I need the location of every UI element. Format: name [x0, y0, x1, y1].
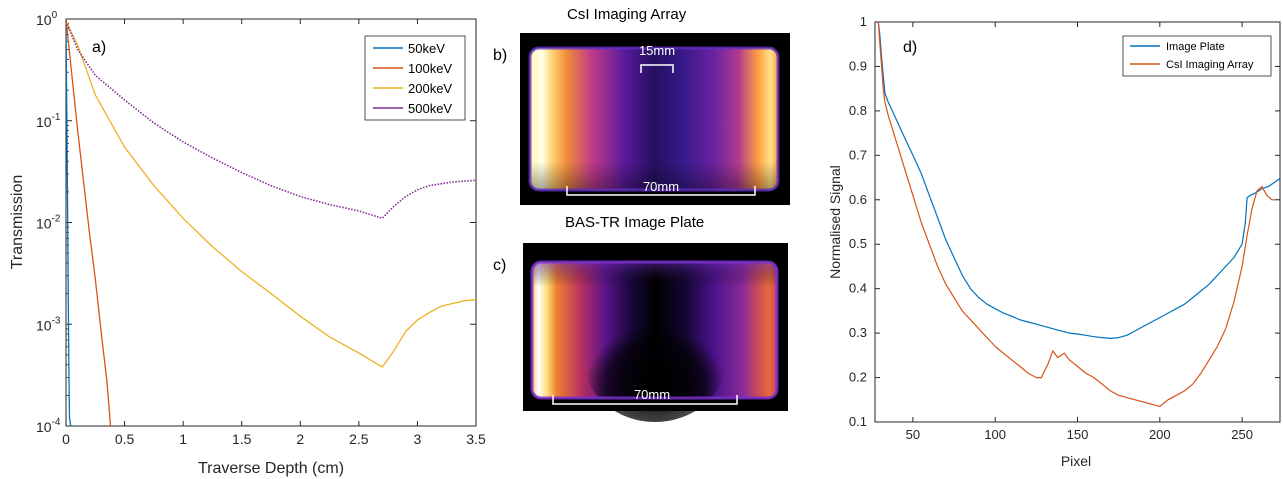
panel-a-x-tick-label: 2.5 [349, 431, 369, 447]
panel-a-y-axis-label: Transmission [9, 175, 26, 270]
panel-b: CsI Imaging Array b) 15mm 70mm [493, 6, 790, 205]
panel-d-series-lines [877, 22, 1280, 407]
panel-d-x-tick-label: 100 [984, 427, 1006, 442]
panel-a-label: a) [92, 39, 106, 56]
panel-d-y-tick-label: 0.8 [849, 103, 867, 118]
panel-a: a) 0 0.5 1 1.5 2 2.5 3 3.5 10010-110-210-310-4 … [9, 10, 486, 477]
panel-b-scale-70mm-bracket [566, 186, 756, 196]
panel-a-x-ticks: 0 0.5 1 1.5 2 2.5 3 3.5 [62, 19, 486, 447]
panel-a-series-line-200keV [66, 21, 476, 368]
panel-a-y-tick-label: 10-4 [36, 417, 61, 435]
panel-d: d) 50 100 150 200 250 0.10.20.30.40.50.60.70… [827, 14, 1281, 469]
panel-a-legend-label: 50keV [408, 41, 445, 56]
panel-a-y-tick-exponent: -1 [52, 112, 61, 123]
panel-d-x-tick-label: 250 [1231, 427, 1253, 442]
panel-a-y-tick-label: 10-1 [36, 112, 61, 130]
panel-a-x-tick-label: 3.5 [466, 431, 486, 447]
panel-a-y-tick-base: 10 [36, 216, 52, 232]
panel-d-y-tick-label: 0.4 [849, 281, 867, 296]
panel-d-x-ticks: 50 100 150 200 250 [906, 22, 1253, 442]
panel-a-y-tick-exponent: -3 [52, 315, 61, 326]
panel-a-x-tick-label: 0 [62, 431, 70, 447]
panel-c: BAS-TR Image Plate c) 70mm [493, 214, 788, 422]
panel-d-y-tick-label: 0.5 [849, 236, 867, 251]
panel-b-label: b) [493, 47, 507, 64]
panel-d-x-tick-label: 50 [906, 427, 920, 442]
panel-d-y-ticks: 0.1 0.2 0.3 0.4 0.5 0.6 0.7 0.8 0.9 1 [849, 14, 1280, 429]
panel-a-y-tick-exponent: -4 [52, 417, 61, 428]
panel-a-legend-label: 500keV [408, 101, 452, 116]
panel-c-label: c) [493, 257, 506, 274]
panel-d-x-tick-label: 200 [1149, 427, 1171, 442]
panel-d-series-line-Image-Plate [877, 22, 1280, 339]
panel-c-scale-70mm-label: 70mm [634, 387, 670, 402]
panel-d-y-axis-label: Normalised Signal [827, 165, 843, 279]
panel-d-x-tick-label: 150 [1067, 427, 1089, 442]
panel-d-y-tick-label: 0.6 [849, 192, 867, 207]
panel-a-series-lines [66, 19, 476, 426]
panel-d-legend-label: CsI Imaging Array [1166, 59, 1254, 71]
panel-d-x-axis-label: Pixel [1061, 453, 1091, 469]
panel-b-scale-15mm-label: 15mm [639, 43, 675, 58]
panel-b-title: CsI Imaging Array [567, 6, 687, 23]
panel-b-scale-70mm-label: 70mm [643, 179, 679, 194]
panel-d-label: d) [903, 39, 917, 56]
panel-a-series-line-100keV [66, 19, 112, 426]
panel-d-y-tick-label: 0.2 [849, 370, 867, 385]
panel-a-x-tick-label: 1.5 [232, 431, 252, 447]
panel-d-legend-label: Image Plate [1166, 41, 1225, 53]
panel-c-scale-70mm-bracket [552, 395, 738, 405]
panel-c-title: BAS-TR Image Plate [565, 214, 704, 231]
panel-a-y-tick-label: 10-3 [36, 315, 61, 333]
panel-a-x-tick-label: 1 [179, 431, 187, 447]
panel-a-y-tick-base: 10 [36, 317, 52, 333]
panel-d-y-tick-label: 0.9 [849, 58, 867, 73]
panel-a-legend-label: 200keV [408, 81, 452, 96]
panel-d-legend: Image Plate CsI Imaging Array [1122, 35, 1272, 77]
panel-a-y-tick-base: 10 [36, 419, 52, 435]
panel-d-series-line-CsI-Imaging-Array [877, 22, 1276, 407]
panel-d-y-tick-label: 1 [860, 14, 867, 29]
panel-d-y-tick-label: 0.3 [849, 325, 867, 340]
panel-a-x-axis-label: Traverse Depth (cm) [198, 460, 344, 477]
panel-a-series-line-50keV [66, 19, 72, 426]
panel-d-y-tick-label: 0.7 [849, 147, 867, 162]
panel-a-y-tick-exponent: -2 [52, 214, 61, 225]
panel-a-y-tick-label: 10-2 [36, 214, 61, 232]
panel-d-y-tick-label: 0.1 [849, 414, 867, 429]
panel-a-x-tick-label: 0.5 [115, 431, 135, 447]
panel-a-legend-label: 100keV [408, 61, 452, 76]
panel-a-legend: 50keV 100keV 200keV 500keV [364, 35, 466, 121]
panel-b-scale-15mm-bracket [640, 64, 674, 73]
panel-a-y-tick-label: 100 [36, 10, 58, 28]
panel-d-axes-box [874, 21, 1281, 423]
panel-a-x-tick-label: 3 [414, 431, 422, 447]
panel-a-y-tick-exponent: 0 [52, 10, 58, 21]
panel-a-x-tick-label: 2 [296, 431, 304, 447]
panel-a-y-tick-base: 10 [36, 12, 52, 28]
panel-a-y-tick-base: 10 [36, 114, 52, 130]
